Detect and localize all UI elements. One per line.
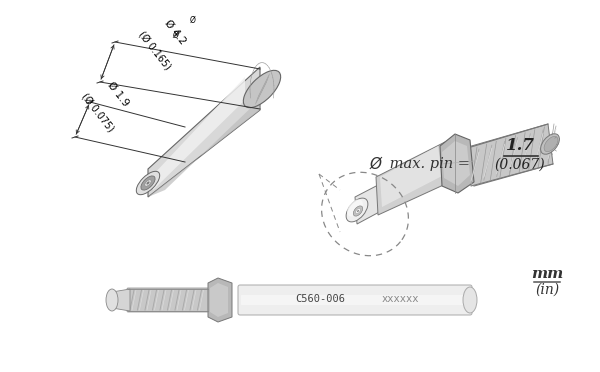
Polygon shape: [208, 278, 232, 322]
Ellipse shape: [544, 137, 558, 152]
Text: (Ø 0.165): (Ø 0.165): [137, 29, 173, 71]
Ellipse shape: [541, 134, 559, 154]
Ellipse shape: [356, 208, 361, 214]
Ellipse shape: [357, 210, 359, 212]
Text: 1.7: 1.7: [505, 137, 535, 154]
Text: Ø: Ø: [190, 16, 196, 25]
Ellipse shape: [244, 70, 281, 108]
Text: C560-006: C560-006: [295, 294, 345, 304]
Polygon shape: [112, 289, 130, 311]
Ellipse shape: [347, 199, 363, 217]
Ellipse shape: [106, 289, 118, 311]
Polygon shape: [210, 283, 228, 317]
Ellipse shape: [145, 180, 151, 186]
Ellipse shape: [463, 287, 477, 313]
Text: (Ø 0.075): (Ø 0.075): [80, 91, 116, 133]
Text: Ø: Ø: [370, 157, 382, 171]
Ellipse shape: [136, 171, 160, 195]
Polygon shape: [355, 184, 383, 224]
Text: Ø 1.9: Ø 1.9: [106, 80, 131, 108]
FancyBboxPatch shape: [127, 288, 209, 312]
Polygon shape: [380, 146, 442, 207]
Polygon shape: [468, 124, 553, 186]
Polygon shape: [153, 77, 245, 190]
Ellipse shape: [141, 176, 155, 190]
Text: (0.067): (0.067): [494, 158, 545, 172]
FancyBboxPatch shape: [238, 285, 472, 315]
Text: Ø: Ø: [172, 31, 178, 39]
Polygon shape: [442, 141, 470, 186]
Ellipse shape: [346, 198, 368, 222]
FancyBboxPatch shape: [241, 295, 469, 305]
Text: max. pin =: max. pin =: [385, 157, 470, 171]
Text: xxxxxx: xxxxxx: [381, 294, 419, 304]
Polygon shape: [376, 142, 450, 215]
Text: (in): (in): [535, 283, 559, 297]
Text: mm: mm: [531, 267, 563, 281]
Polygon shape: [148, 67, 260, 197]
Ellipse shape: [353, 206, 362, 216]
Ellipse shape: [146, 182, 149, 185]
Polygon shape: [440, 134, 474, 193]
Polygon shape: [148, 101, 260, 197]
Text: Ø 4.2: Ø 4.2: [163, 18, 188, 46]
